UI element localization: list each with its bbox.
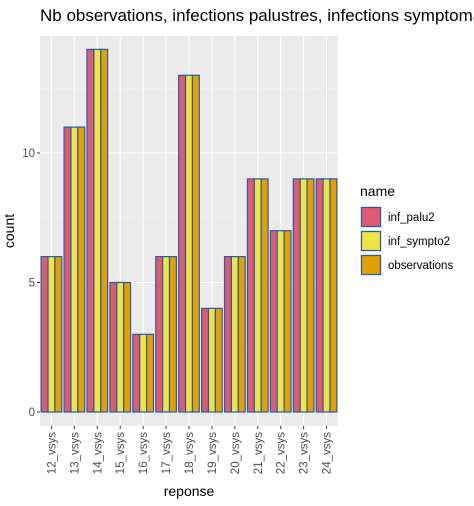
legend-key-observations <box>360 254 382 276</box>
bar-observations-17_vsys <box>168 256 177 413</box>
x-tick-label: 23_vsys <box>299 432 311 474</box>
chart-title: Nb observations, infections palustres, i… <box>40 6 474 25</box>
legend-key-inf_palu2 <box>360 206 382 228</box>
bar-inf_sympto2-24_vsys <box>322 178 331 413</box>
legend-title: name <box>360 183 395 199</box>
bar-observations-20_vsys <box>237 256 246 413</box>
bar-inf_palu2-21_vsys <box>246 178 255 413</box>
bar-observations-21_vsys <box>260 178 269 413</box>
x-tick-label: 14_vsys <box>92 432 104 474</box>
y-tick-label: 0 <box>29 407 35 419</box>
x-tick-label: 13_vsys <box>69 432 81 474</box>
bar-observations-19_vsys <box>214 307 223 413</box>
legend: name inf_palu2 inf_sympto2 observations <box>360 183 453 276</box>
bar-inf_sympto2-20_vsys <box>230 256 239 413</box>
bar-inf_palu2-19_vsys <box>201 307 210 413</box>
y-tick-label: 5 <box>29 278 35 290</box>
bar-inf_palu2-23_vsys <box>292 178 301 413</box>
bar-observations-23_vsys <box>306 178 315 413</box>
bar-observations-15_vsys <box>123 281 132 413</box>
x-tick-label: 22_vsys <box>276 432 288 474</box>
bar-inf_sympto2-18_vsys <box>184 74 194 413</box>
bars <box>40 48 338 413</box>
bar-inf_sympto2-14_vsys <box>93 48 102 413</box>
y-axis-title: count <box>1 214 17 248</box>
bar-inf_sympto2-13_vsys <box>70 126 79 413</box>
x-tick-label: 20_vsys <box>230 432 242 474</box>
x-axis-title: reponse <box>164 483 215 499</box>
bar-observations-16_vsys <box>145 333 155 413</box>
bar-inf_palu2-15_vsys <box>109 281 118 413</box>
bar-inf_palu2-12_vsys <box>40 256 49 413</box>
legend-label-inf_palu2: inf_palu2 <box>388 212 435 224</box>
bar-observations-22_vsys <box>283 230 292 413</box>
legend-key-inf_sympto2 <box>360 230 382 252</box>
x-tick-label: 15_vsys <box>115 432 127 474</box>
bar-inf_sympto2-12_vsys <box>47 256 56 413</box>
bar-inf_palu2-24_vsys <box>315 178 324 413</box>
bar-inf_palu2-16_vsys <box>132 333 141 413</box>
bar-observations-18_vsys <box>191 74 200 413</box>
bar-observations-13_vsys <box>77 126 86 413</box>
x-tick-label: 18_vsys <box>184 432 196 474</box>
bar-inf_sympto2-23_vsys <box>299 178 308 413</box>
x-tick-label: 21_vsys <box>253 432 265 474</box>
bar-inf_sympto2-22_vsys <box>276 230 285 413</box>
bar-inf_sympto2-21_vsys <box>253 178 262 413</box>
bar-inf_sympto2-15_vsys <box>116 281 125 413</box>
x-tick-label: 24_vsys <box>322 432 334 474</box>
y-tick-label: 10 <box>22 148 35 160</box>
bar-inf_palu2-17_vsys <box>155 256 164 413</box>
bar-inf_sympto2-19_vsys <box>207 307 216 413</box>
bar-observations-24_vsys <box>329 178 338 413</box>
axes: 0 5 10 12_vsys 13_vsys 14_vsys 15_vsys 16_vsys 1… <box>22 148 333 474</box>
bar-inf_sympto2-17_vsys <box>162 256 171 413</box>
x-tick-label: 16_vsys <box>138 432 150 474</box>
bar-observations-12_vsys <box>54 256 63 413</box>
bar-inf_sympto2-16_vsys <box>139 333 148 413</box>
legend-label-observations: observations <box>388 260 453 272</box>
x-tick-label: 12_vsys <box>46 432 58 474</box>
x-tick-label: 19_vsys <box>207 432 219 474</box>
bar-inf_palu2-22_vsys <box>269 230 278 413</box>
bar-inf_palu2-13_vsys <box>63 126 72 413</box>
bar-inf_palu2-14_vsys <box>86 48 95 413</box>
bar-inf_palu2-18_vsys <box>178 74 187 413</box>
bar-observations-14_vsys <box>100 48 109 413</box>
legend-label-inf_sympto2: inf_sympto2 <box>388 236 450 248</box>
bar-inf_palu2-20_vsys <box>223 256 233 413</box>
x-tick-label: 17_vsys <box>161 432 173 474</box>
